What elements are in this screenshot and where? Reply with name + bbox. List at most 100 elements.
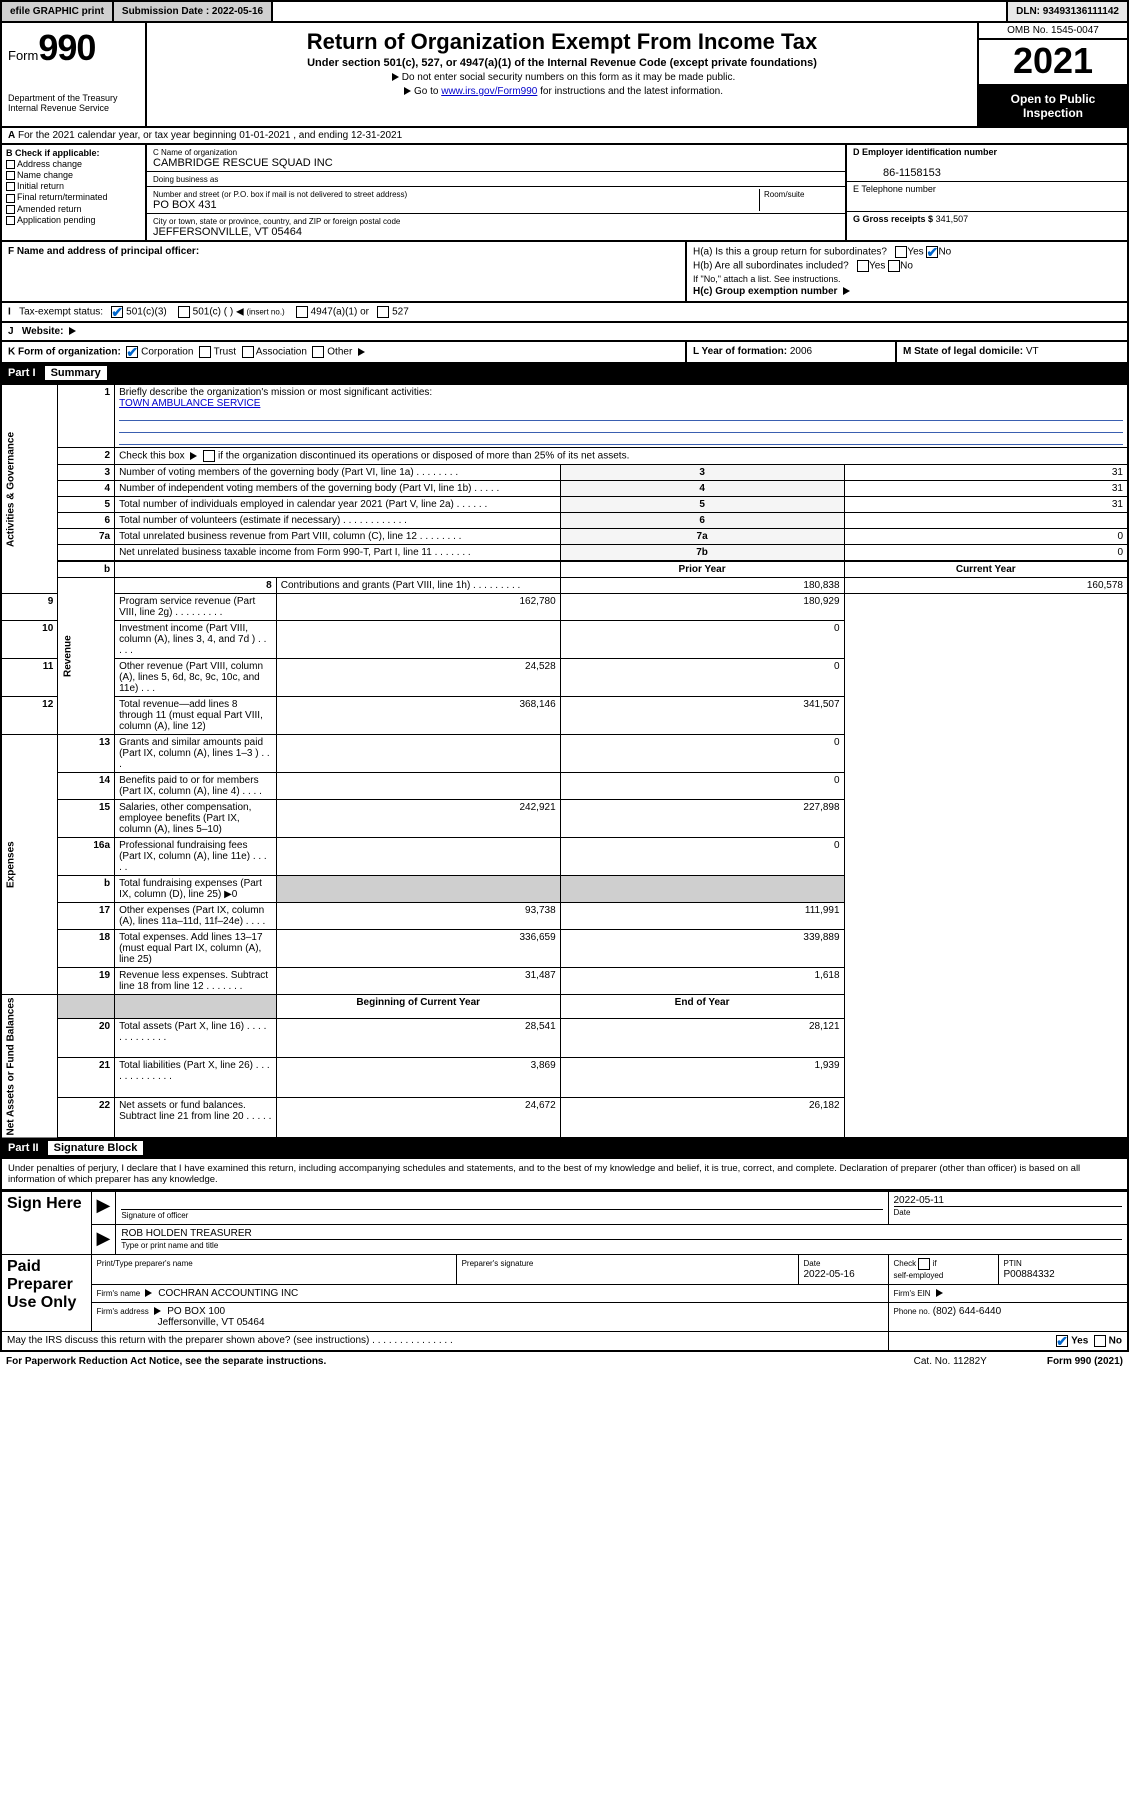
checkbox-may-irs-no[interactable] [1094,1335,1106,1347]
checkbox-initial-return[interactable] [6,182,15,191]
header-line1: Do not enter social security numbers on … [402,72,735,83]
prior-val [276,773,560,800]
checkbox-other[interactable] [312,346,324,358]
part1-num: Part I [8,367,36,379]
line-num: b [58,876,115,903]
col-c-name-address: C Name of organizationCAMBRIDGE RESCUE S… [147,145,847,240]
checkbox-trust[interactable] [199,346,211,358]
checkbox-hb-yes[interactable] [857,260,869,272]
checkbox-self-employed[interactable] [918,1258,930,1270]
checkbox-corp[interactable] [126,346,138,358]
side-activities-governance: Activities & Governance [1,385,58,594]
prep-sig-label: Preparer's signature [462,1259,534,1268]
no-label: No [938,247,951,258]
checkbox-final-return[interactable] [6,194,15,203]
part2-header: Part II Signature Block [0,1139,1129,1159]
curr-val: 111,991 [560,903,844,930]
firm-addr-label: Firm's address [97,1307,149,1316]
line-text: Revenue less expenses. Subtract line 18 … [115,968,277,995]
table-row: 3Number of voting members of the governi… [1,465,1128,481]
checkbox-application-pending[interactable] [6,216,15,225]
part1-title: Summary [45,366,107,380]
opt-assoc: Association [256,347,307,358]
line-text: Salaries, other compensation, employee b… [115,800,277,838]
checkbox-527[interactable] [377,306,389,318]
omb-number: OMB No. 1545-0047 [979,23,1127,40]
arrow-icon [936,1289,943,1297]
firm-addr2: Jeffersonville, VT 05464 [158,1317,265,1328]
table-row: 14Benefits paid to or for members (Part … [1,773,1128,800]
checkbox-amended[interactable] [6,205,15,214]
checkbox-name-change[interactable] [6,171,15,180]
box-num: 7a [560,529,844,545]
no-label: No [900,261,913,272]
m-val: VT [1026,346,1039,357]
line-num: 6 [58,513,115,529]
side-expenses: Expenses [1,735,58,995]
curr-val: 341,507 [560,697,844,735]
gross-receipts: 341,507 [936,214,969,224]
line-num: 8 [115,578,277,594]
firm-name: COCHRAN ACCOUNTING INC [158,1288,298,1299]
line-text: Investment income (Part VIII, column (A)… [115,621,277,659]
checkbox-may-irs-yes[interactable] [1056,1335,1068,1347]
k-block: K Form of organization: Corporation Trus… [2,342,687,362]
checkbox-501c3[interactable] [111,306,123,318]
open-to-public: Open to Public Inspection [979,86,1127,126]
line-num: 22 [58,1098,115,1139]
efile-print-button[interactable]: efile GRAPHIC print [2,2,114,21]
curr-val: 227,898 [560,800,844,838]
checkbox-4947[interactable] [296,306,308,318]
col-eoy: End of Year [560,995,844,1019]
line-text: Other expenses (Part IX, column (A), lin… [115,903,277,930]
col-boy: Beginning of Current Year [276,995,560,1019]
dln: DLN: 93493136111142 [1006,2,1127,21]
line-num [58,545,115,562]
signature-intro: Under penalties of perjury, I declare th… [0,1159,1129,1191]
line-text: Grants and similar amounts paid (Part IX… [115,735,277,773]
top-bar: efile GRAPHIC print Submission Date : 20… [0,0,1129,23]
checkbox-address-change[interactable] [6,160,15,169]
arrow-icon: ▶ [97,1195,111,1215]
checkbox-ha-no[interactable] [926,246,938,258]
checkbox-discontinued[interactable] [203,450,215,462]
curr-val: 1,618 [560,968,844,995]
mission-link[interactable]: TOWN AMBULANCE SERVICE [119,398,260,409]
part2-title: Signature Block [48,1141,144,1155]
line-val: 0 [844,545,1128,562]
line2-text: Check this box Check this box if the org… [115,448,1128,465]
line-text: Total assets (Part X, line 16) . . . . .… [115,1018,277,1058]
submission-date: Submission Date : 2022-05-16 [114,2,273,21]
h-block: H(a) Is this a group return for subordin… [687,242,1127,301]
city-label: City or town, state or province, country… [153,217,400,226]
checkbox-ha-yes[interactable] [895,246,907,258]
checkbox-assoc[interactable] [242,346,254,358]
table-row: 19Revenue less expenses. Subtract line 1… [1,968,1128,995]
box-num: 5 [560,497,844,513]
tax-year: 2021 [979,40,1127,86]
line-text: Contributions and grants (Part VIII, lin… [276,578,560,594]
curr-val: 0 [560,659,844,697]
line-text: Total number of individuals employed in … [115,497,561,513]
type-name-label: Type or print name and title [121,1241,218,1250]
table-row: 12Total revenue—add lines 8 through 11 (… [1,697,1128,735]
checkbox-hb-no[interactable] [888,260,900,272]
line-text: Total number of volunteers (estimate if … [115,513,561,529]
curr-val: 0 [560,621,844,659]
line-num: 17 [58,903,115,930]
line-text: Total liabilities (Part X, line 26) . . … [115,1058,277,1098]
prep-name-label: Print/Type preparer's name [97,1259,193,1268]
form-ref: Form 990 (2021) [1047,1356,1123,1367]
cb-label: Initial return [17,181,64,191]
table-row: 6Total number of volunteers (estimate if… [1,513,1128,529]
arrow-icon [843,287,850,295]
grey-cell [276,876,560,903]
j-label: Website: [22,326,64,337]
checkbox-501c[interactable] [178,306,190,318]
ha-label: H(a) Is this a group return for subordin… [693,247,887,258]
line-num: 10 [1,621,58,659]
arrow-icon [190,452,197,460]
ptin: P00884332 [1004,1269,1055,1280]
opt-trust: Trust [214,347,236,358]
instructions-link[interactable]: www.irs.gov/Form990 [441,86,537,97]
